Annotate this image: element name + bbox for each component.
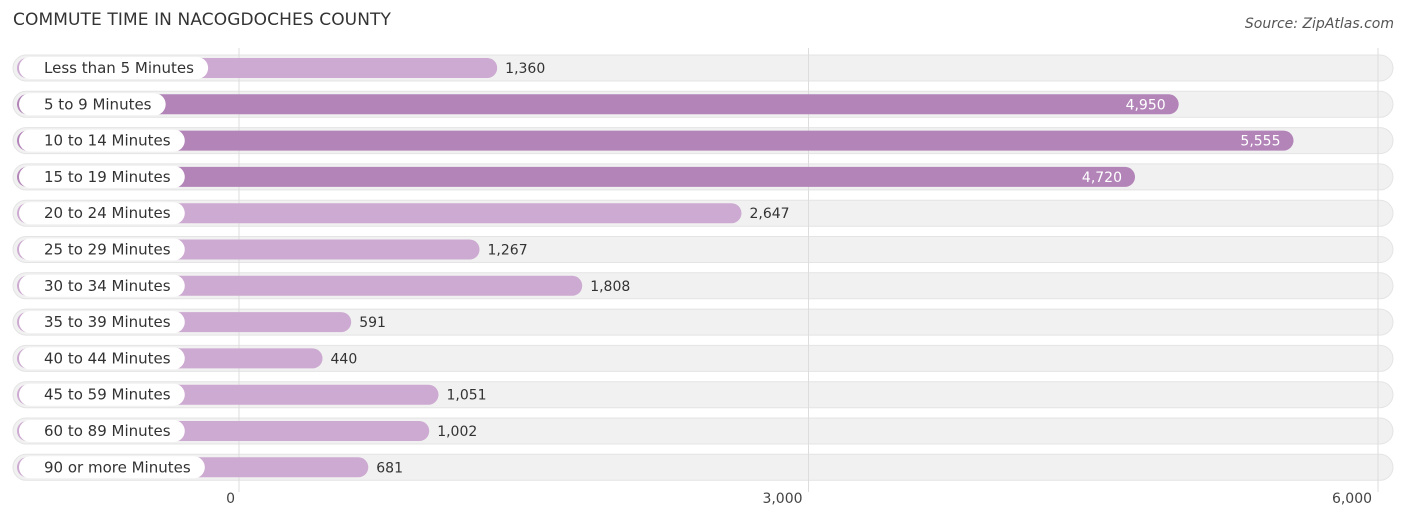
- category-label: 5 to 9 Minutes: [44, 95, 152, 113]
- category-label: 40 to 44 Minutes: [44, 349, 171, 367]
- category-label: 10 to 14 Minutes: [44, 132, 171, 150]
- category-label: 25 to 29 Minutes: [44, 241, 171, 259]
- value-label: 4,950: [1126, 97, 1166, 113]
- category-label-pill: [19, 57, 209, 79]
- category-label-pill: [19, 165, 185, 188]
- category-label-pill: [19, 238, 185, 261]
- category-label: 90 or more Minutes: [44, 458, 191, 476]
- category-label-pill: [19, 347, 185, 370]
- category-label-pill: [19, 93, 166, 116]
- category-label: Less than 5 Minutes: [44, 59, 194, 77]
- chart-source: Source: ZipAtlas.com: [1244, 16, 1394, 32]
- value-label: 591: [359, 315, 386, 331]
- bar: [17, 166, 1136, 187]
- category-label-pill: [19, 311, 185, 334]
- value-label: 1,808: [590, 279, 630, 295]
- category-label-pill: [19, 383, 185, 406]
- bar: [17, 203, 742, 224]
- category-label-pill: [19, 129, 185, 152]
- category-label: 35 to 39 Minutes: [44, 313, 171, 331]
- chart-title: COMMUTE TIME IN NACOGDOCHES COUNTY: [13, 10, 392, 30]
- value-label: 1,267: [488, 243, 528, 259]
- value-label: 5,555: [1240, 134, 1280, 150]
- bar: [17, 94, 1179, 115]
- category-label-pill: [19, 274, 185, 297]
- x-tick-label: 3,000: [762, 491, 802, 507]
- category-label: 30 to 34 Minutes: [44, 277, 171, 295]
- value-label: 681: [376, 460, 403, 476]
- category-label: 60 to 89 Minutes: [44, 422, 171, 440]
- x-tick-label: 6,000: [1332, 491, 1372, 507]
- value-label: 4,720: [1082, 170, 1122, 186]
- row-track: [12, 308, 1394, 336]
- value-label: 1,002: [437, 424, 477, 440]
- category-label: 20 to 24 Minutes: [44, 204, 171, 222]
- value-label: 1,051: [447, 388, 487, 404]
- value-label: 1,360: [505, 61, 545, 77]
- category-label-pill: [19, 420, 185, 442]
- bar: [17, 130, 1294, 151]
- value-label: 440: [331, 351, 358, 367]
- category-label: 45 to 59 Minutes: [44, 386, 171, 404]
- value-label: 2,647: [749, 206, 789, 222]
- x-tick-label: 0: [226, 491, 235, 507]
- category-label-pill: [19, 202, 185, 225]
- row-track: [12, 344, 1394, 372]
- category-label: 15 to 19 Minutes: [44, 168, 171, 186]
- category-label-pill: [19, 456, 205, 479]
